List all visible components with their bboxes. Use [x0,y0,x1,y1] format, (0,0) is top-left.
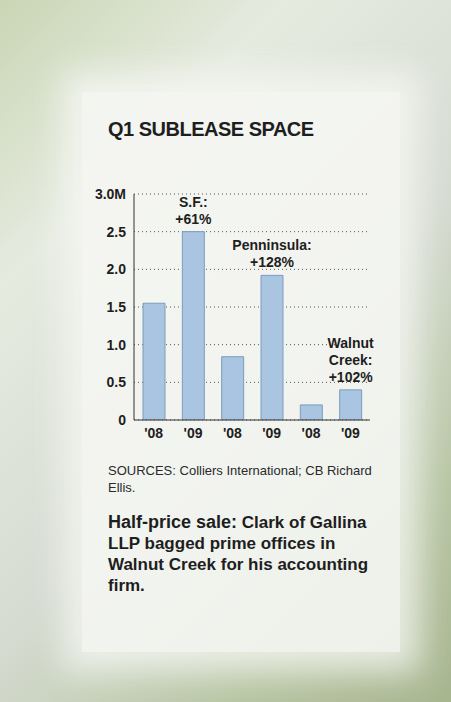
svg-text:1.5: 1.5 [107,299,127,315]
html-text:Half-price sale: Clark of Gall: Half-price sale: Clark of Gallina LLP ba… [108,512,369,595]
svg-text:0: 0 [118,412,126,428]
svg-text:S.F.:+61%: S.F.:+61% [175,194,212,227]
svg-text:3.0M: 3.0M [95,186,126,202]
svg-text:'08: '08 [302,425,321,441]
svg-text:WalnutCreek:+102%: WalnutCreek:+102% [328,335,374,385]
svg-text:'09: '09 [262,425,281,441]
svg-text:'08: '08 [144,425,163,441]
svg-text:1.0: 1.0 [107,337,127,353]
html-text:Q1 SUBLEASE SPACE: Q1 SUBLEASE SPACE [108,118,314,140]
svg-text:'09: '09 [184,425,203,441]
svg-text:'09: '09 [341,425,360,441]
svg-text:2.5: 2.5 [107,224,127,240]
svg-text:0.5: 0.5 [107,374,127,390]
svg-text:2.0: 2.0 [107,261,127,277]
svg-text:'08: '08 [223,425,242,441]
svg-text:Penninsula:+128%: Penninsula:+128% [232,237,311,270]
html-text:SOURCES: Colliers Internationa: SOURCES: Colliers International; CB Rich… [108,463,372,495]
